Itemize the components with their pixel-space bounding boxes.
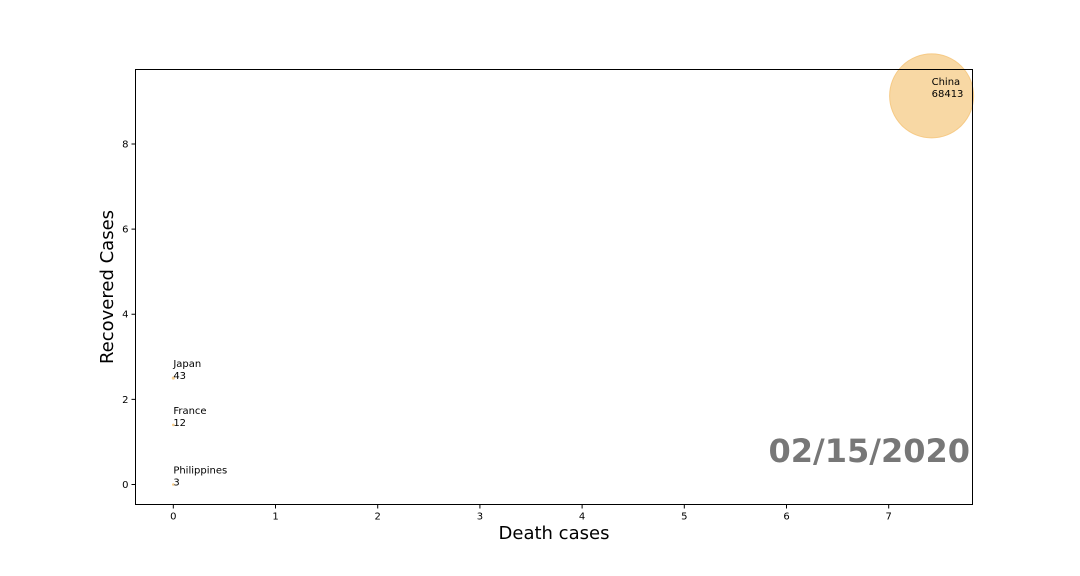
y-tick-label: 8 (122, 139, 128, 150)
x-axis: 0 1 2 3 4 5 6 7 (170, 504, 892, 523)
x-tick-label: 2 (375, 512, 381, 523)
x-axis-title: Death cases (499, 523, 610, 544)
x-tick-label: 1 (272, 512, 278, 523)
bubble-cases-label: 12 (173, 418, 186, 429)
date-stamp: 02/15/2020 (769, 432, 971, 470)
x-tick-label: 0 (170, 512, 176, 523)
bubble-philippines (172, 483, 175, 486)
x-tick-label: 3 (477, 512, 483, 523)
bubble-cases-label: 43 (173, 371, 186, 382)
bubble-country-label: China (932, 77, 961, 88)
bubble-cases-label: 3 (173, 477, 179, 488)
bubble-country-label: Philippines (173, 465, 227, 476)
y-tick-label: 2 (122, 395, 128, 406)
y-tick-label: 0 (122, 480, 128, 491)
bubble-china (889, 53, 975, 139)
x-tick-label: 4 (579, 512, 585, 523)
bubble-layer (171, 53, 975, 486)
y-tick-label: 6 (122, 225, 128, 236)
bubble-france (172, 423, 175, 427)
bubble-cases-label: 68413 (932, 89, 964, 100)
x-tick-label: 6 (783, 512, 789, 523)
y-axis-title: Recovered Cases (97, 210, 118, 364)
x-tick-label: 5 (681, 512, 687, 523)
plot-frame (135, 69, 973, 505)
bubble-country-label: Japan (172, 359, 201, 370)
bubble-japan (171, 376, 175, 380)
x-tick-label: 7 (886, 512, 892, 523)
bubble-country-label: France (173, 406, 206, 417)
y-axis: 0 2 4 6 8 (122, 139, 136, 491)
y-tick-label: 4 (122, 310, 128, 321)
